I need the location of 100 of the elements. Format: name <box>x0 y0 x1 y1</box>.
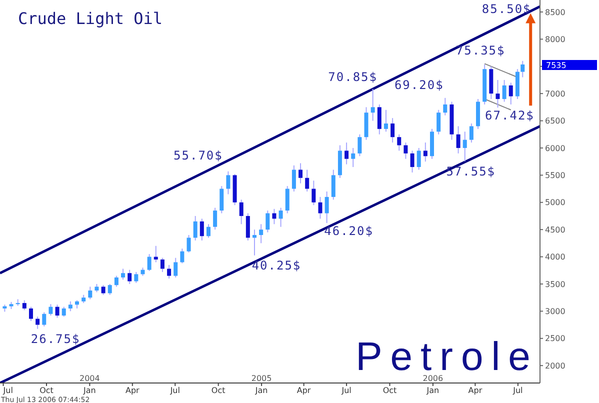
candlestick <box>128 269 132 284</box>
x-tick-label: Jul <box>512 386 523 395</box>
candlestick <box>285 186 290 214</box>
candlestick <box>377 104 382 135</box>
x-tick-label: Jul <box>2 386 13 395</box>
candlestick <box>101 284 106 296</box>
candlestick <box>462 131 467 162</box>
candlestick <box>154 245 158 263</box>
annotation: 75.35$ <box>456 43 506 58</box>
y-tick-label: 4500 <box>545 225 566 234</box>
annotation: 85.50$ <box>482 2 532 16</box>
candlestick <box>508 82 513 105</box>
candlestick <box>443 97 448 116</box>
candlestick <box>252 229 257 256</box>
candlestick <box>246 212 250 241</box>
annotation: 2004 <box>80 374 100 383</box>
candlestick <box>358 134 362 157</box>
candlestick <box>266 210 270 233</box>
candlestick <box>344 142 349 165</box>
y-tick-label: 6500 <box>545 116 566 126</box>
y-tick-label: 5500 <box>545 171 566 180</box>
x-tick-label: Apr <box>468 386 483 395</box>
candlestick <box>410 150 414 173</box>
annotation: 55.70$ <box>174 148 223 162</box>
candlestick <box>174 257 178 278</box>
candlestick <box>180 248 184 264</box>
candlestick <box>200 218 204 241</box>
x-tick-label: Oct <box>40 386 54 395</box>
candlestick <box>298 162 303 184</box>
y-tick-label: 2000 <box>545 361 566 370</box>
candlestick <box>239 199 244 225</box>
candlestick <box>351 147 356 168</box>
candlestick <box>456 126 460 154</box>
text: Crude Light Oil <box>18 9 162 28</box>
candlestick <box>121 268 126 280</box>
candlestick <box>318 196 322 220</box>
candlestick <box>213 207 218 230</box>
candlestick <box>370 88 375 122</box>
annotation: 57.55$ <box>446 164 496 178</box>
x-tick-label: Oct <box>382 386 397 395</box>
y-tick-label: 4000 <box>545 252 566 262</box>
candlestick <box>186 234 191 253</box>
candlestick <box>114 275 118 288</box>
annotation: 40.25$ <box>252 258 302 272</box>
candlestick <box>292 164 296 192</box>
candlestick <box>502 79 506 102</box>
candlestick <box>108 283 112 296</box>
candlestick <box>68 300 72 312</box>
x-tick-label: Jul <box>340 386 352 395</box>
x-tick-label: Oct <box>211 386 226 395</box>
candlestick <box>259 224 264 244</box>
y-tick-label: 7000 <box>545 89 566 98</box>
y-tick-label: 6000 <box>545 144 566 153</box>
annotation: 70.85$ <box>328 70 378 84</box>
annotation: 46.20$ <box>324 224 374 238</box>
y-tick-label: 5000 <box>545 198 566 208</box>
annotation: 2006 <box>422 374 444 383</box>
candlestick <box>324 191 329 224</box>
candlestick <box>390 118 395 144</box>
candlestick <box>226 170 230 195</box>
candlestick <box>312 180 316 206</box>
candlestick <box>147 254 152 272</box>
candlestick <box>55 304 60 318</box>
x-tick-label: Jul <box>169 386 180 395</box>
y-tick-label: 3000 <box>545 307 566 316</box>
candlestick <box>206 224 210 238</box>
candlestick <box>416 147 421 170</box>
text: 7535 <box>546 61 566 70</box>
candlestick <box>272 208 276 225</box>
candlestick <box>278 207 283 228</box>
y-tick-label: 2500 <box>545 334 566 344</box>
annotation: 2005 <box>251 374 272 383</box>
candlestick <box>36 316 40 330</box>
candlestick <box>220 186 224 214</box>
x-tick-label: Jan <box>82 386 96 395</box>
candlestick <box>62 306 66 318</box>
y-tick-label: 8500 <box>545 8 566 17</box>
x-tick-label: Jan <box>426 386 440 395</box>
annotation: 69.20$ <box>394 78 444 92</box>
candlestick <box>520 60 525 78</box>
candlestick <box>469 122 474 144</box>
candlestick <box>436 109 441 135</box>
candlestick <box>423 142 428 162</box>
candlestick <box>28 306 33 322</box>
annotation: 26.75$ <box>30 332 80 346</box>
x-tick-label: Jan <box>254 386 268 395</box>
x-tick-label: Apr <box>296 386 312 395</box>
candlestick <box>305 169 310 192</box>
candlestick <box>160 257 164 273</box>
candlestick <box>193 215 198 241</box>
candlestick <box>496 79 500 108</box>
candlestick <box>42 312 46 327</box>
annotation: 67.42$ <box>485 108 534 123</box>
y-tick-label: 3500 <box>545 280 566 289</box>
candlestick <box>134 272 138 284</box>
candlestick <box>404 142 408 160</box>
x-tick-label: Apr <box>125 386 140 395</box>
candlestick <box>167 264 172 280</box>
candlestick <box>384 109 388 132</box>
candlestick <box>88 286 92 300</box>
